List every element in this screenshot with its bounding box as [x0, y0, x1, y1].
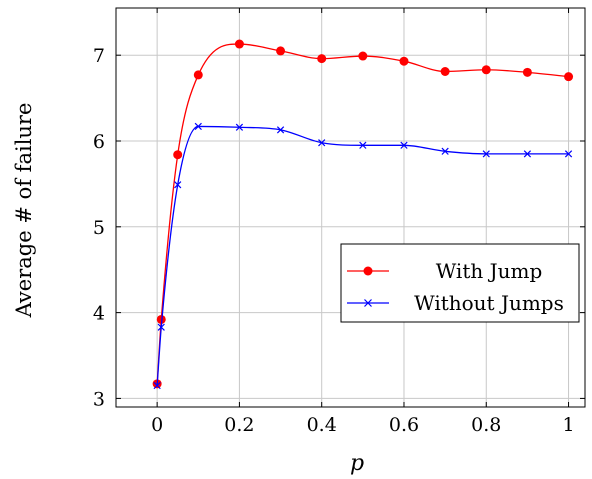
data-point-with-jump: [358, 51, 368, 61]
data-point-with-jump: [193, 70, 203, 80]
data-point-with-jump: [156, 314, 166, 324]
y-tick-label: 4: [93, 303, 105, 325]
x-tick-label: 1: [562, 414, 574, 436]
data-point-with-jump: [522, 67, 532, 77]
y-tick-label: 3: [93, 388, 105, 410]
marker-stroke: [482, 150, 490, 158]
y-tick-labels: 3 4 5 6 7: [93, 45, 105, 410]
series-line-with-jump: [156, 43, 569, 384]
data-point-with-jump: [317, 54, 327, 64]
series-without-jumps: [153, 122, 573, 390]
legend-entry-without-jumps: Without Jumps: [347, 291, 564, 315]
plot-area-frame: [115, 7, 586, 408]
marker-stroke: [523, 150, 532, 158]
x-tick-label: 0.6: [389, 414, 419, 436]
marker-stroke: [153, 381, 161, 390]
data-point-without-jumps: [235, 123, 244, 131]
y-axis-label: Average # of failure: [12, 103, 36, 319]
data-point-without-jumps: [276, 126, 285, 134]
legend-entry-with-jump: With Jump: [347, 259, 542, 283]
data-point-without-jumps: [400, 141, 408, 149]
data-point-without-jumps: [441, 147, 449, 155]
data-point-without-jumps: [318, 139, 326, 147]
x-tick-label: 0: [151, 414, 163, 436]
series-layer: [152, 39, 574, 390]
x-tick-label: 0.8: [471, 414, 501, 436]
legend-marker-with-jump: [363, 266, 373, 276]
marker-stroke: [564, 150, 573, 158]
legend: With Jump Without Jumps: [340, 243, 580, 323]
marker-stroke: [400, 141, 408, 149]
marker-stroke: [157, 323, 165, 331]
y-tick-label: 5: [93, 217, 105, 239]
data-point-without-jumps: [482, 150, 490, 158]
data-point-without-jumps: [153, 381, 161, 390]
x-tick-labels: 0 0.2 0.4 0.6 0.8 1: [151, 414, 574, 436]
data-point-with-jump: [276, 46, 286, 56]
marker-stroke: [441, 147, 449, 155]
marker-stroke: [276, 126, 285, 134]
legend-label-without-jumps: Without Jumps: [414, 291, 564, 315]
legend-box: [340, 243, 580, 323]
data-point-with-jump: [173, 150, 183, 160]
legend-label-with-jump: With Jump: [436, 259, 543, 283]
data-point-without-jumps: [194, 122, 202, 131]
x-axis-label: p: [350, 451, 364, 476]
data-point-with-jump: [234, 39, 244, 49]
x-tick-label: 0.4: [307, 414, 337, 436]
axis-ticks: [116, 8, 585, 407]
x-tick-label: 0.2: [224, 414, 254, 436]
y-tick-label: 6: [93, 131, 105, 153]
data-point-with-jump: [481, 65, 491, 75]
marker-stroke: [318, 139, 326, 147]
data-point-with-jump: [399, 56, 409, 66]
data-point-without-jumps: [174, 181, 182, 189]
data-point-without-jumps: [157, 323, 165, 331]
data-point-without-jumps: [359, 141, 367, 149]
marker-stroke: [235, 123, 244, 131]
series-with-jump: [152, 39, 574, 389]
data-point-with-jump: [564, 72, 574, 82]
data-point-with-jump: [440, 66, 450, 76]
data-point-without-jumps: [564, 150, 573, 158]
marker-stroke: [174, 181, 182, 189]
data-point-without-jumps: [523, 150, 532, 158]
marker-stroke: [194, 122, 202, 131]
y-tick-label: 7: [93, 45, 105, 67]
grid: [116, 8, 585, 407]
legend-marker-without-jumps: [364, 299, 372, 307]
marker-stroke: [359, 141, 367, 149]
